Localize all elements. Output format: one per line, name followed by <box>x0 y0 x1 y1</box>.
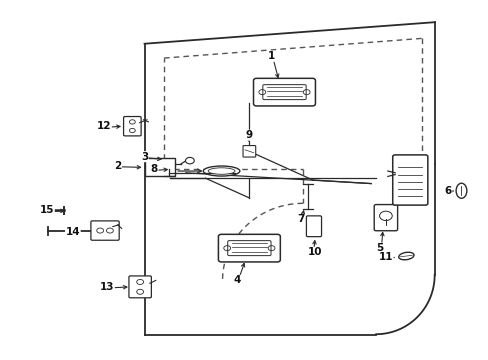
Text: 10: 10 <box>307 247 322 257</box>
FancyBboxPatch shape <box>243 145 255 157</box>
Text: 11: 11 <box>378 252 392 262</box>
Text: 1: 1 <box>267 51 274 61</box>
FancyBboxPatch shape <box>306 216 321 237</box>
Text: 3: 3 <box>141 152 148 162</box>
Text: 13: 13 <box>100 282 114 292</box>
Text: 5: 5 <box>376 243 383 253</box>
FancyBboxPatch shape <box>91 221 119 240</box>
FancyBboxPatch shape <box>262 85 305 100</box>
FancyBboxPatch shape <box>218 234 280 262</box>
FancyBboxPatch shape <box>129 276 151 298</box>
Ellipse shape <box>203 166 240 176</box>
Text: 2: 2 <box>114 161 121 171</box>
FancyBboxPatch shape <box>253 78 315 106</box>
Text: 12: 12 <box>97 121 111 131</box>
Ellipse shape <box>208 168 235 174</box>
FancyBboxPatch shape <box>227 240 270 256</box>
Text: 6: 6 <box>444 186 451 196</box>
Text: 7: 7 <box>296 215 304 224</box>
Text: 14: 14 <box>65 227 80 237</box>
Text: 4: 4 <box>233 275 241 285</box>
FancyBboxPatch shape <box>123 117 141 136</box>
Bar <box>144 158 174 176</box>
Text: 8: 8 <box>150 164 158 174</box>
FancyBboxPatch shape <box>373 204 397 231</box>
Ellipse shape <box>455 183 466 198</box>
FancyBboxPatch shape <box>392 155 427 205</box>
Ellipse shape <box>398 252 413 260</box>
Text: 15: 15 <box>40 206 54 216</box>
Text: 9: 9 <box>245 130 252 140</box>
